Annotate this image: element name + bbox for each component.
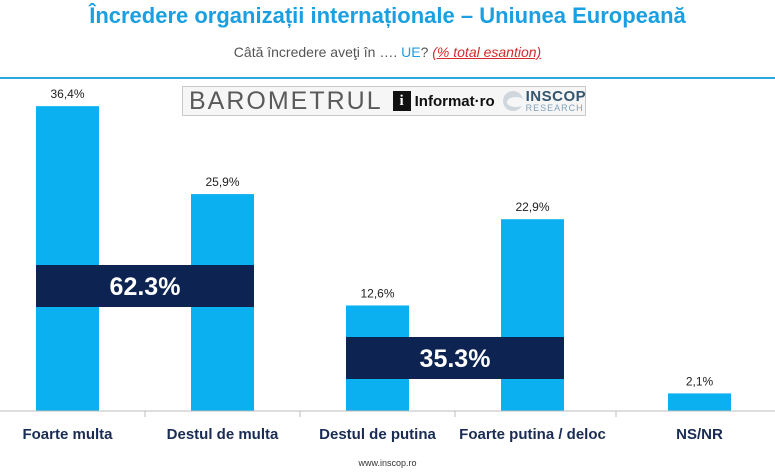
chart-title: Încredere organizații internaționale – U… [89, 3, 686, 28]
question-target: UE [401, 44, 421, 60]
header-divider [0, 77, 775, 79]
group-band-1 [346, 337, 564, 379]
inscop-logo: INSCOP RESEARCH [502, 88, 587, 113]
data-label-4: 2,1% [686, 374, 714, 388]
data-label-0: 36,4% [50, 87, 84, 101]
sample-note: (% total esantion) [432, 44, 542, 60]
group-total-label-0: 62.3% [110, 273, 181, 301]
data-label-2: 12,6% [360, 286, 394, 300]
group-total-label-1: 35.3% [420, 345, 491, 373]
inscop-subtitle: RESEARCH [525, 103, 584, 113]
bar-3 [501, 219, 564, 411]
bar-0 [36, 106, 99, 412]
informat-wordmark: Informat·ro [414, 92, 495, 110]
inscop-icon [502, 91, 523, 111]
category-label-3: Foarte putina / deloc [459, 426, 606, 443]
barometru-logo: BAROMETRUL [189, 86, 383, 115]
data-label-3: 22,9% [515, 200, 549, 214]
inscop-wordmark: INSCOP [525, 88, 587, 105]
bar-4 [668, 393, 731, 411]
group-band-0 [36, 265, 254, 307]
sponsor-logo-banner: BAROMETRUL i Informat·ro INSCOP RESEARCH [182, 86, 586, 116]
question-suffix: ? [420, 44, 429, 60]
chart-subtitle: Câtă încredere aveţi în …. UE? (% total … [0, 44, 775, 60]
category-label-0: Foarte multa [22, 426, 113, 443]
category-label-2: Destul de putina [319, 426, 436, 443]
category-label-1: Destul de multa [167, 426, 279, 443]
question-prefix: Câtă încredere aveţi în …. [233, 44, 398, 60]
informat-logo: i Informat·ro [392, 91, 495, 111]
source-footer: www.inscop.ro [358, 458, 417, 468]
informat-icon: i [392, 91, 411, 111]
category-label-4: NS/NR [676, 426, 723, 443]
data-label-1: 25,9% [205, 175, 239, 189]
